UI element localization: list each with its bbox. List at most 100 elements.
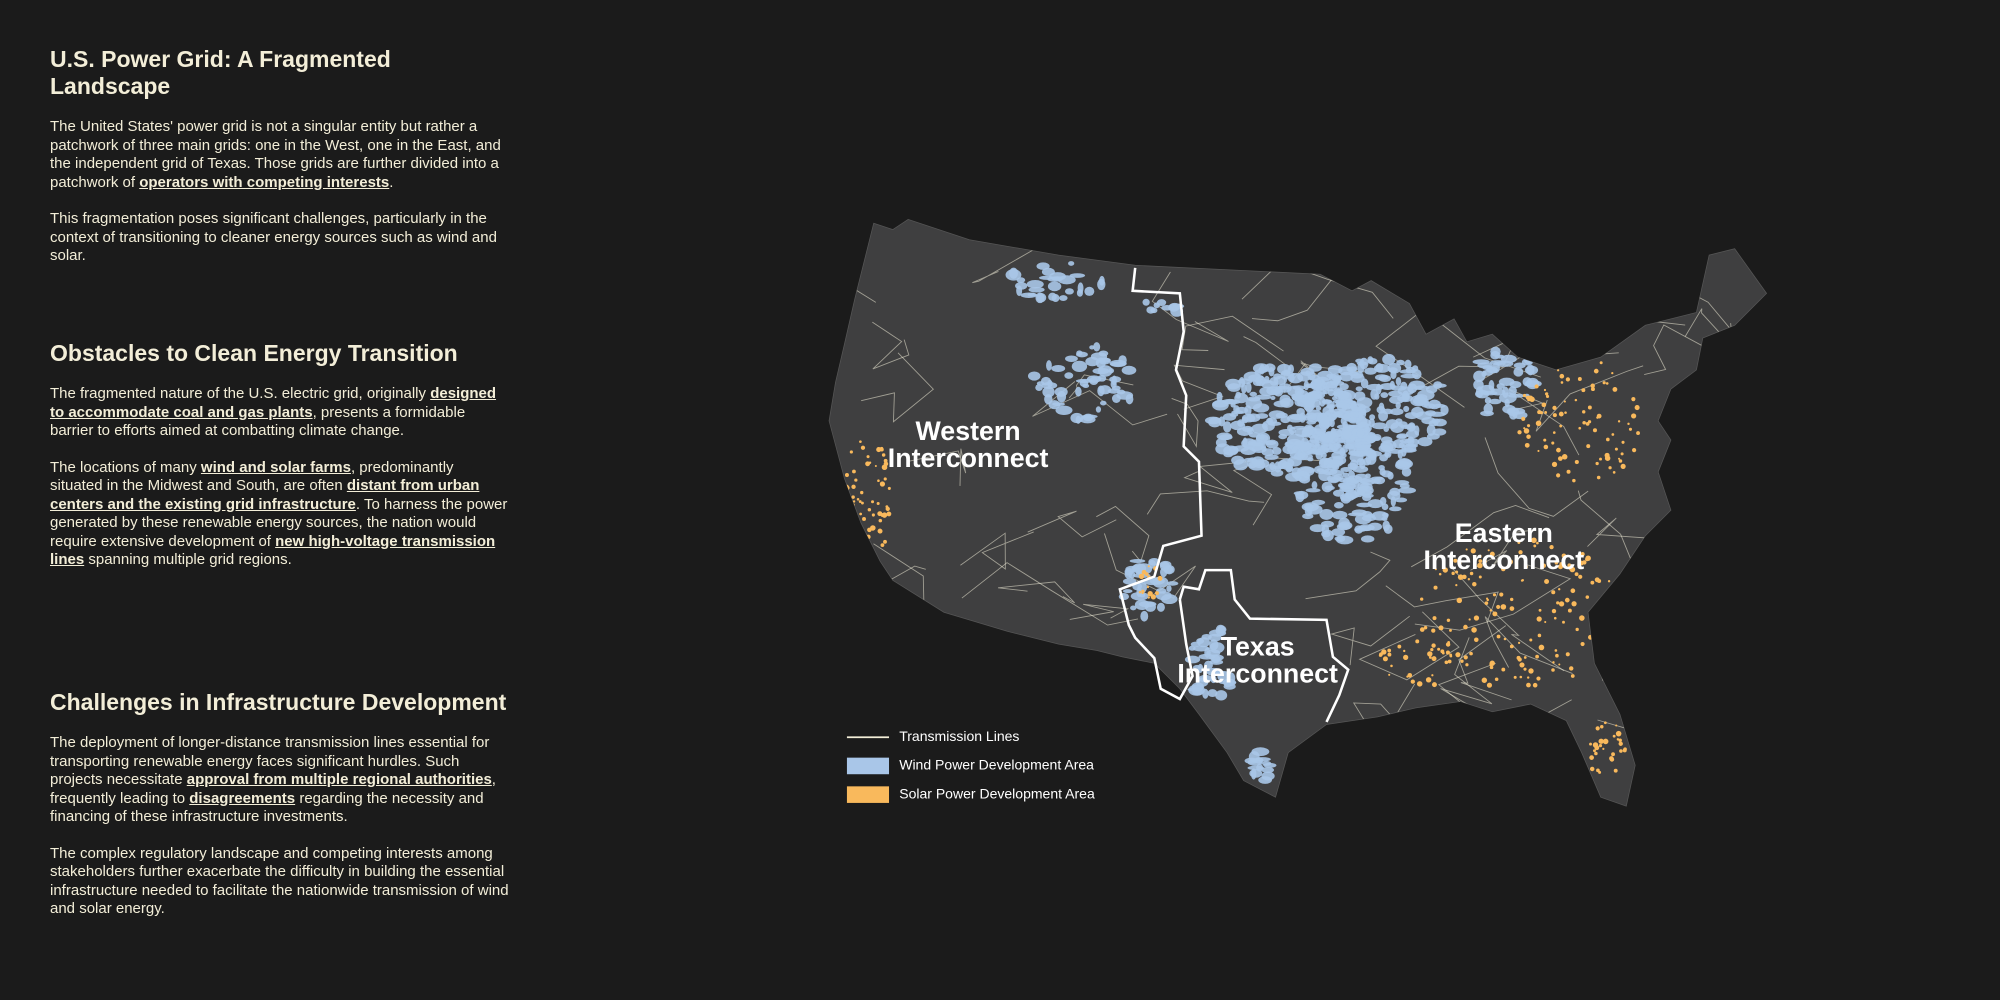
solar-area: [1473, 615, 1480, 621]
link[interactable]: operators with competing interests: [139, 173, 390, 191]
wind-area: [1155, 591, 1172, 601]
solar-area: [1600, 725, 1604, 729]
solar-area: [1605, 614, 1609, 618]
wind-area: [1079, 415, 1096, 424]
solar-area: [1622, 748, 1627, 753]
solar-area: [1544, 621, 1547, 624]
wind-area: [1473, 370, 1486, 383]
solar-area: [1147, 591, 1153, 597]
solar-area: [1523, 667, 1527, 671]
wind-area: [1306, 449, 1322, 455]
wind-area: [1051, 364, 1066, 372]
transmission-line: [1725, 656, 1745, 674]
solar-area: [1415, 639, 1420, 644]
solar-area: [1578, 426, 1582, 430]
solar-area: [1496, 604, 1501, 609]
solar-area: [1509, 644, 1514, 649]
transmission-line: [829, 596, 869, 681]
link[interactable]: distant from urban centers and the exist…: [50, 477, 480, 513]
wind-area: [1216, 391, 1223, 403]
solar-area: [1617, 420, 1621, 423]
wind-area: [1242, 425, 1254, 433]
transmission-line: [1634, 564, 1726, 608]
transmission-line: [1173, 364, 1225, 410]
paragraph: The complex regulatory landscape and com…: [50, 845, 510, 919]
solar-area: [1596, 475, 1601, 480]
solar-area: [1419, 627, 1425, 632]
link[interactable]: approval from multiple regional authorit…: [186, 771, 492, 788]
wind-area: [1403, 405, 1410, 413]
wind-area: [1261, 761, 1272, 766]
wind-area: [1192, 645, 1210, 652]
wind-area: [1335, 441, 1341, 448]
link[interactable]: designed to accommodate coal and gas pla…: [50, 385, 497, 421]
solar-area: [1557, 456, 1563, 461]
solar-area: [851, 503, 855, 507]
solar-area: [1569, 566, 1576, 573]
wind-area: [1354, 441, 1372, 449]
wind-area: [1223, 421, 1232, 433]
wind-area: [1382, 353, 1396, 365]
wind-area: [1342, 429, 1352, 440]
solar-area: [1556, 369, 1560, 372]
solar-area: [1500, 604, 1507, 610]
solar-area: [1513, 675, 1517, 679]
solar-area: [854, 478, 858, 482]
section: U.S. Power Grid: A Fragmented Landscape T…: [50, 46, 510, 284]
solar-area: [1478, 554, 1482, 558]
solar-area: [1592, 428, 1598, 433]
wind-area: [1331, 528, 1346, 537]
wind-area: [1359, 357, 1369, 370]
link[interactable]: new high-voltage transmission lines: [50, 532, 496, 569]
solar-area: [1527, 676, 1530, 679]
solar-area: [1632, 448, 1637, 453]
solar-area: [1483, 559, 1487, 564]
legend-label: Wind Power Development Area: [899, 757, 1094, 773]
text: This fragmentation poses significant cha…: [50, 210, 497, 264]
wind-area: [1360, 535, 1375, 543]
wind-area: [1367, 356, 1374, 364]
solar-area: [1585, 555, 1591, 561]
solar-area: [851, 495, 855, 499]
wind-area: [1233, 405, 1240, 414]
solar-area: [1595, 461, 1599, 466]
text: , predominantly situated in the Midwest …: [50, 458, 454, 495]
wind-area: [1095, 406, 1102, 413]
solar-area: [848, 507, 852, 510]
transmission-line: [1654, 735, 1719, 784]
wind-area: [1054, 386, 1068, 397]
solar-area: [1606, 437, 1610, 442]
wind-area: [1412, 396, 1427, 406]
solar-area: [1598, 743, 1603, 748]
wind-area: [1321, 399, 1331, 405]
link[interactable]: wind and solar farms: [200, 458, 351, 476]
wind-area: [1428, 420, 1439, 427]
wind-area: [1258, 776, 1273, 784]
solar-area: [859, 540, 865, 546]
wind-area: [1100, 400, 1107, 406]
wind-area: [1261, 766, 1274, 774]
wind-area: [1356, 429, 1365, 438]
wind-area: [1042, 386, 1055, 398]
solar-area: [1572, 478, 1576, 483]
solar-area: [1463, 655, 1468, 660]
wind-area: [1356, 397, 1373, 409]
solar-area: [1517, 541, 1521, 544]
transmission-line: [1401, 335, 1519, 399]
solar-area: [1589, 755, 1594, 760]
link[interactable]: disagreements: [189, 789, 296, 807]
wind-area: [1382, 408, 1393, 415]
wind-area: [1304, 392, 1319, 401]
solar-area: [1492, 611, 1498, 617]
solar-area: [1538, 608, 1542, 612]
wind-area: [1362, 457, 1372, 466]
solar-area: [871, 513, 875, 517]
wind-area: [1215, 624, 1226, 636]
solar-area: [1557, 361, 1563, 367]
solar-area: [1620, 463, 1626, 469]
wind-area: [1371, 511, 1389, 521]
transmission-line: [1645, 661, 1759, 716]
solar-area: [1612, 471, 1616, 474]
wind-area: [1027, 371, 1041, 381]
